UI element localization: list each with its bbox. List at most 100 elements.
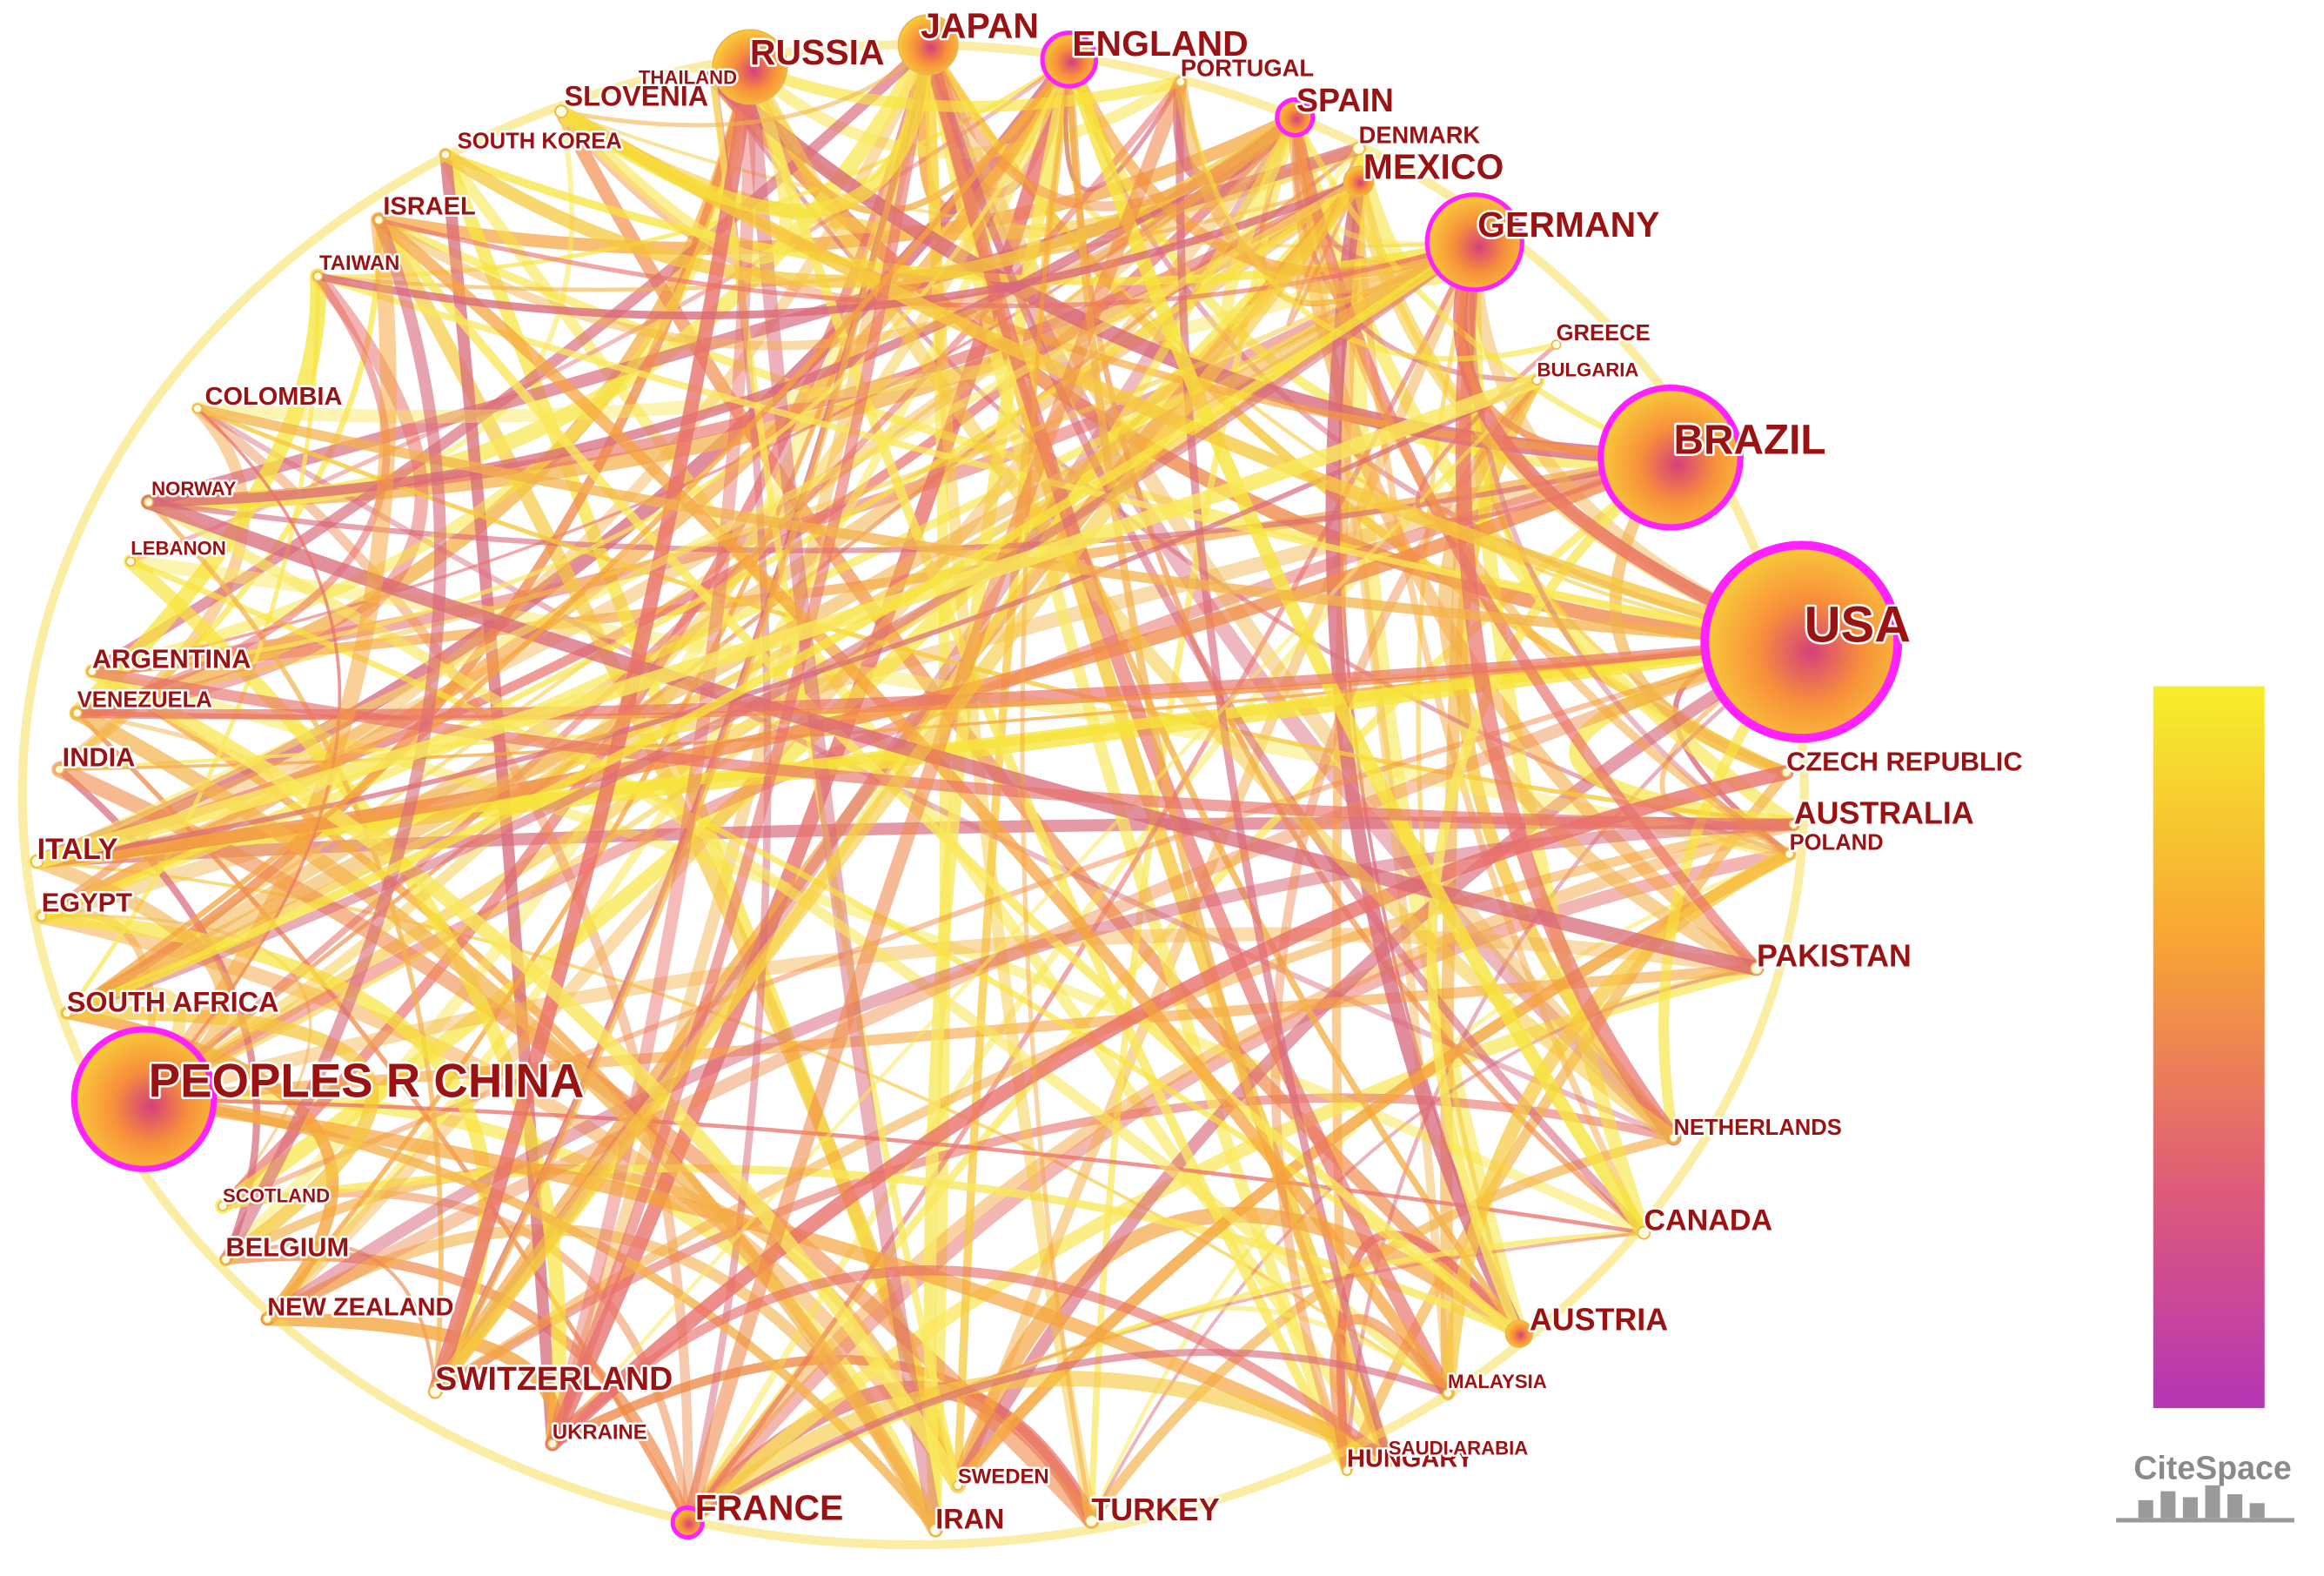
edge (1177, 78, 1559, 362)
edge (554, 60, 794, 265)
edge (374, 215, 1524, 1338)
node-label: ARGENTINA (92, 644, 251, 674)
edge (1438, 372, 1765, 976)
node (712, 29, 788, 105)
edge (427, 173, 1367, 1399)
edge (219, 213, 446, 1266)
edge (374, 112, 1300, 351)
node (70, 1026, 218, 1172)
node (143, 496, 154, 507)
edge (138, 54, 1075, 1105)
node-label: CANADA (1644, 1204, 1772, 1237)
edge (74, 239, 1477, 716)
edge (1270, 375, 1542, 1476)
edge (140, 78, 1184, 1103)
node (373, 214, 385, 225)
edge (926, 43, 1804, 644)
edge (62, 237, 1480, 1018)
node (1343, 165, 1375, 198)
node (1637, 1225, 1651, 1240)
edge (1426, 453, 1676, 1339)
node-label: THAILAND (639, 66, 737, 88)
edges (17, 37, 1810, 1550)
node-label: SOUTH KOREA (458, 130, 622, 154)
node-label: SWEDEN (958, 1465, 1049, 1489)
edge (71, 636, 1807, 720)
edge (313, 177, 1363, 320)
node-label: NORWAY (151, 478, 237, 500)
node-label: USA (1805, 596, 1912, 653)
node (1084, 1514, 1099, 1528)
node-label: SCOTLAND (223, 1185, 330, 1207)
edge (922, 39, 1300, 211)
node (262, 1313, 273, 1325)
node (928, 1523, 942, 1537)
edge (141, 178, 1362, 1103)
node-label: HUNGARY (1347, 1445, 1474, 1472)
edge (123, 554, 566, 1452)
node-label: SAUDI ARABIA (1389, 1438, 1529, 1459)
node (71, 708, 83, 719)
node-label: MALAYSIA (1448, 1371, 1547, 1392)
edge (136, 211, 397, 1108)
edge (1355, 178, 1648, 1237)
node (1443, 1388, 1454, 1398)
node (670, 1505, 705, 1540)
node-label: GERMANY (1477, 205, 1659, 245)
edge (553, 37, 936, 218)
node-label: PORTUGAL (1181, 55, 1314, 82)
edge (924, 40, 1648, 1237)
node-label: AUSTRALIA (1794, 796, 1974, 831)
logo-icon (2116, 1485, 2294, 1523)
node-label: PAKISTAN (1757, 938, 1912, 973)
node (1040, 30, 1099, 89)
node-label: MEXICO (1363, 146, 1504, 186)
edge (680, 847, 1797, 1530)
edge (547, 1265, 1394, 1465)
logo-text: CiteSpace (2133, 1450, 2291, 1486)
edge (1020, 57, 1094, 1524)
node-label: EGYPT (42, 888, 132, 918)
node-label: TURKEY (1091, 1492, 1219, 1527)
node-label: BRAZIL (1673, 417, 1825, 463)
edge (1290, 112, 1452, 1398)
node (30, 855, 44, 868)
node (1550, 339, 1562, 351)
node-label: BULGARIA (1537, 359, 1638, 381)
node-label: AUSTRIA (1530, 1303, 1668, 1338)
node (952, 1479, 963, 1491)
edge (1329, 1314, 1454, 1476)
node-label: JAPAN (921, 5, 1039, 45)
node (1788, 819, 1799, 830)
node (1424, 192, 1524, 292)
node-label: CZECH REPUBLIC (1786, 746, 2022, 776)
edge (1064, 54, 1676, 468)
node (1531, 375, 1543, 386)
node-label: SPAIN (1296, 82, 1394, 118)
node (220, 1254, 231, 1265)
node (440, 149, 451, 160)
node (192, 403, 203, 414)
node-label: POLAND (1790, 830, 1884, 855)
edge (90, 57, 1072, 674)
node-label: INDIA (63, 741, 136, 772)
node (1504, 1319, 1534, 1348)
node (1781, 767, 1792, 778)
node (897, 14, 959, 76)
node-label: NETHERLANDS (1673, 1116, 1841, 1140)
edge (684, 1348, 1452, 1526)
node-label: SLOVENIA (565, 80, 709, 111)
node-label: PEOPLES R CHINA (149, 1054, 585, 1107)
color-bar (2153, 686, 2265, 1409)
edge (224, 1241, 438, 1394)
node (707, 71, 719, 83)
node (546, 1439, 558, 1449)
edge (314, 272, 1805, 646)
node-label: COLOMBIA (205, 383, 343, 411)
edge (29, 372, 1545, 869)
edge (69, 268, 326, 721)
node-label: NEW ZEALAND (267, 1293, 453, 1321)
node (428, 1385, 442, 1398)
edge (680, 1371, 1396, 1531)
